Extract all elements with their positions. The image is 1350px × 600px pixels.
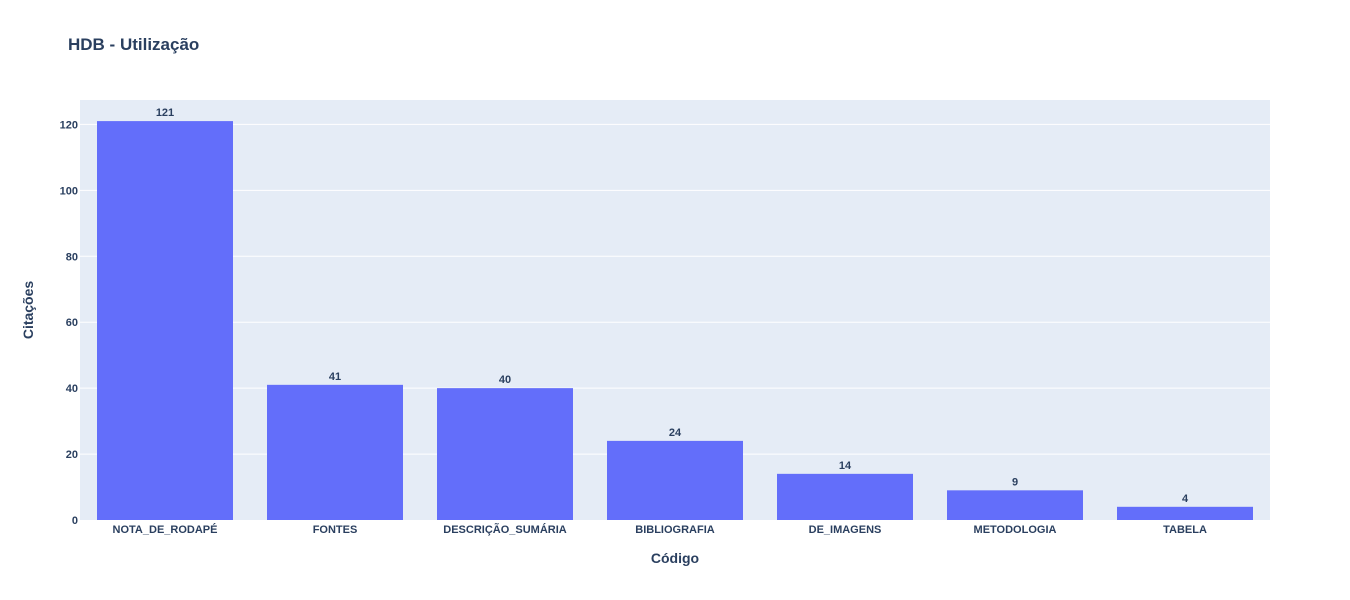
y-tick-label: 40 — [66, 383, 78, 395]
bar — [97, 121, 233, 520]
bar — [777, 473, 913, 520]
y-axis-ticks: 0 20 40 60 80 100 120 — [60, 119, 78, 527]
y-tick-label: 80 — [66, 251, 78, 263]
bar-value-label: 121 — [156, 107, 174, 119]
bar-value-label: 4 — [1182, 493, 1189, 505]
x-axis-title: Código — [651, 550, 699, 566]
y-tick-label: 60 — [66, 317, 78, 329]
x-tick-label: TABELA — [1163, 524, 1207, 536]
bar — [437, 388, 573, 520]
bar-value-label: 40 — [499, 374, 511, 386]
y-tick-label: 100 — [60, 185, 78, 197]
bar — [267, 384, 403, 520]
bar-value-label: 24 — [669, 427, 682, 439]
bar-value-label: 41 — [329, 371, 341, 383]
bar — [947, 490, 1083, 520]
bar-value-label: 14 — [839, 460, 852, 472]
x-tick-label: DESCRIÇÃO_SUMÁRIA — [443, 523, 567, 536]
y-tick-label: 0 — [72, 515, 78, 527]
bars — [97, 121, 1253, 520]
y-axis-title: Citações — [20, 281, 36, 340]
y-tick-label: 120 — [60, 119, 78, 131]
x-axis-ticks: NOTA_DE_RODAPÉ FONTES DESCRIÇÃO_SUMÁRIA BIB… — [113, 523, 1207, 536]
x-tick-label: METODOLOGIA — [974, 524, 1057, 536]
bar — [607, 440, 743, 520]
x-tick-label: FONTES — [313, 524, 358, 536]
chart-title: HDB - Utilização — [68, 35, 199, 54]
x-tick-label: BIBLIOGRAFIA — [635, 524, 714, 536]
y-tick-label: 20 — [66, 449, 78, 461]
bar-value-label: 9 — [1012, 476, 1018, 488]
x-tick-label: DE_IMAGENS — [809, 524, 882, 536]
bar — [1117, 506, 1253, 520]
data-labels: 121 41 40 24 14 9 4 — [156, 107, 1189, 505]
x-tick-label: NOTA_DE_RODAPÉ — [113, 523, 218, 536]
